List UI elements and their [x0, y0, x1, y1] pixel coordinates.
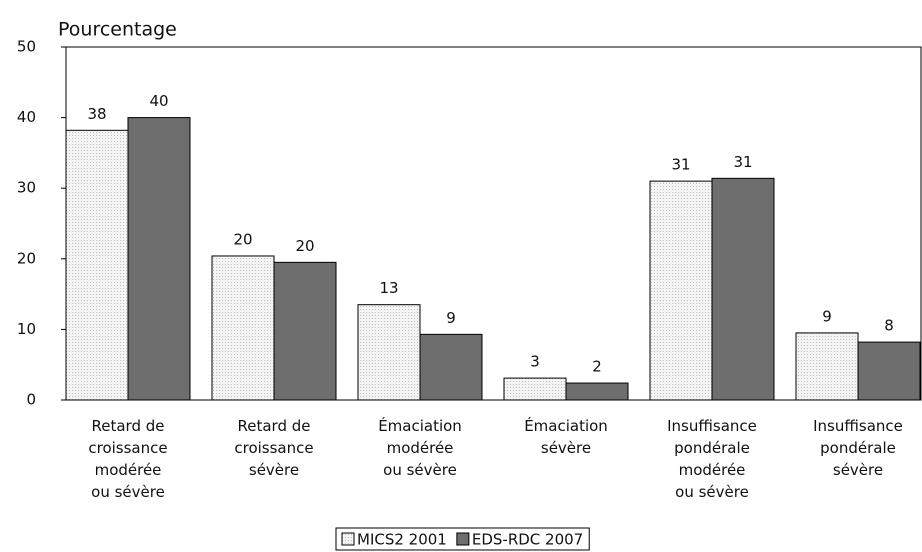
x-tick-label-line: ou sévère — [91, 483, 165, 501]
x-tick-label-line: pondérale — [674, 439, 750, 457]
x-tick-label-line: Retard de — [238, 417, 311, 435]
x-tick-label-line: modérée — [95, 461, 162, 479]
x-tick-label-line: modérée — [679, 461, 746, 479]
y-tick-label: 10 — [17, 320, 36, 338]
x-tick-label-line: sévère — [541, 439, 591, 457]
x-tick-label: Insuffisance pondérale modérée ou sévère — [667, 417, 757, 501]
x-tick-label-line: sévère — [249, 461, 299, 479]
bar — [857, 341, 921, 401]
bar — [565, 382, 629, 401]
bar — [211, 255, 275, 401]
data-label: 9 — [822, 307, 832, 325]
legend-swatch — [456, 532, 470, 546]
data-label: 31 — [733, 153, 752, 171]
plot-frame — [65, 46, 922, 401]
x-tick-label-line: Retard de — [92, 417, 165, 435]
data-label: 38 — [87, 105, 106, 123]
x-tick-label: Émaciation modérée ou sévère — [378, 416, 462, 479]
x-tick-label-line: sévère — [833, 461, 883, 479]
bar — [273, 261, 337, 401]
x-tick-label-line: modérée — [387, 439, 454, 457]
bar — [711, 177, 775, 401]
data-label: 2 — [592, 358, 602, 376]
data-label: 20 — [295, 237, 314, 255]
bar — [419, 333, 483, 401]
x-tick-label-line: ou sévère — [675, 483, 749, 501]
x-tick-label-line: ou sévère — [383, 461, 457, 479]
x-tick-label-line: pondérale — [820, 439, 896, 457]
data-label: 40 — [149, 92, 168, 110]
bar — [357, 304, 421, 401]
bar — [65, 129, 129, 401]
data-label: 13 — [379, 279, 398, 297]
legend-label: MICS2 2001 — [357, 531, 447, 549]
data-label: 8 — [884, 317, 894, 335]
bar — [795, 332, 859, 401]
y-tick-label: 20 — [17, 249, 36, 267]
x-tick-label-line: Émaciation — [378, 416, 462, 435]
x-tick-label-line: Insuffisance — [813, 417, 903, 435]
bar — [503, 377, 567, 401]
x-tick-label-line: croissance — [234, 439, 313, 457]
x-tick-label-line: croissance — [88, 439, 167, 457]
bar — [127, 117, 191, 401]
data-label: 31 — [671, 156, 690, 174]
x-tick-label-line: Émaciation — [524, 416, 608, 435]
x-tick-label-line: Insuffisance — [667, 417, 757, 435]
x-tick-label: Retard de croissance modérée ou sévère — [88, 417, 167, 501]
y-tick-label: 50 — [17, 38, 36, 56]
x-tick-label: Insuffisance pondérale sévère — [813, 417, 903, 479]
x-tick-label: Émaciation sévère — [524, 416, 608, 457]
data-label: 20 — [233, 230, 252, 248]
y-tick-label: 40 — [17, 108, 36, 126]
x-tick-label: Retard de croissance sévère — [234, 417, 313, 479]
bar — [649, 180, 713, 401]
data-label: 9 — [446, 309, 456, 327]
y-tick-label: 30 — [17, 179, 36, 197]
data-label: 3 — [530, 353, 540, 371]
legend-swatch — [341, 532, 355, 546]
legend-label: EDS-RDC 2007 — [472, 531, 583, 549]
y-tick-label: 0 — [26, 391, 36, 409]
y-axis-title: Pourcentage — [58, 19, 177, 41]
